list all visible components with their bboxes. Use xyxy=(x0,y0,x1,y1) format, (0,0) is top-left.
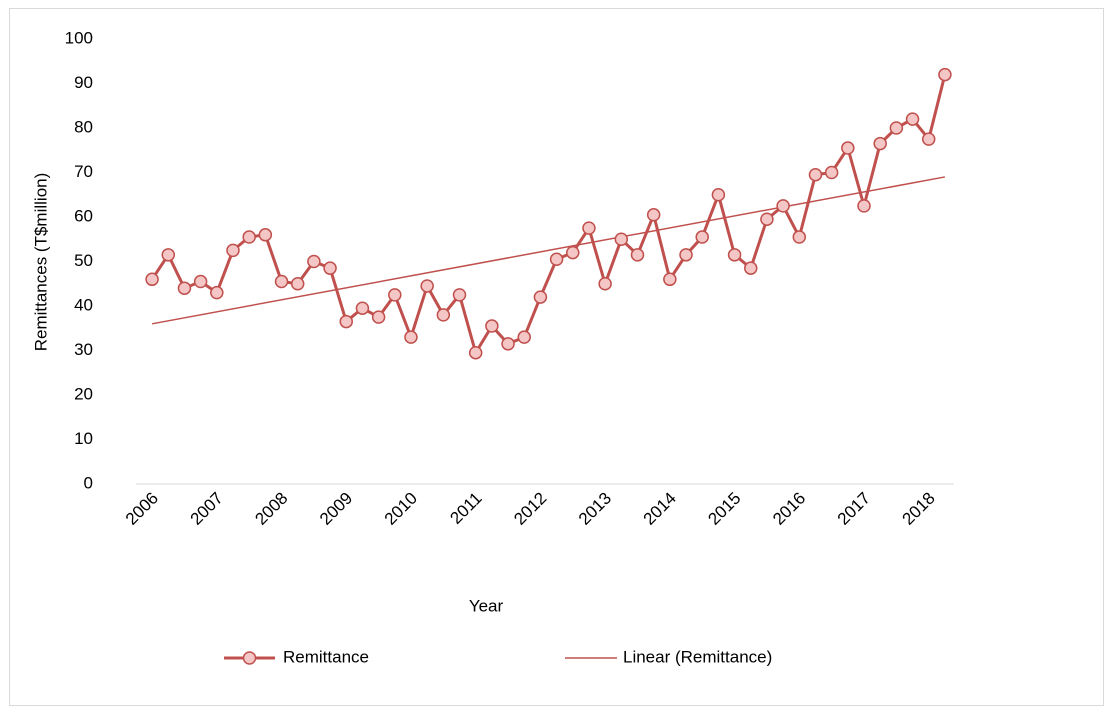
y-tick-label: 50 xyxy=(74,251,93,270)
x-tick-label: 2006 xyxy=(122,489,162,529)
data-point xyxy=(824,165,839,180)
x-tick-label: 2007 xyxy=(187,489,227,529)
data-point xyxy=(646,208,661,222)
data-point xyxy=(468,345,483,360)
data-point xyxy=(501,337,515,351)
data-point xyxy=(145,272,159,287)
legend-marker xyxy=(242,651,257,665)
data-point xyxy=(242,230,256,244)
data-point xyxy=(388,288,402,302)
data-point xyxy=(663,272,677,287)
data-point xyxy=(404,330,418,344)
data-point xyxy=(307,254,321,269)
x-axis-label: Year xyxy=(469,596,504,615)
x-tick-label: 2010 xyxy=(381,489,421,529)
data-point xyxy=(452,288,467,302)
data-point xyxy=(339,314,353,329)
chart-frame xyxy=(9,8,1104,706)
data-point xyxy=(711,188,726,202)
data-point xyxy=(695,230,709,244)
y-tick-label: 20 xyxy=(74,384,93,403)
y-tick-label: 100 xyxy=(65,28,93,47)
series-line xyxy=(150,74,947,357)
data-point xyxy=(177,281,192,295)
y-tick-label: 60 xyxy=(74,206,93,225)
data-point xyxy=(323,261,337,275)
data-point xyxy=(258,228,273,242)
data-point xyxy=(760,212,774,226)
y-axis-label: Remittances (T$million) xyxy=(31,173,50,352)
data-point xyxy=(420,279,434,293)
data-point xyxy=(792,230,807,244)
data-point xyxy=(905,112,920,126)
legend-label: Linear (Remittance) xyxy=(623,647,772,666)
x-tick-label: 2015 xyxy=(704,489,744,529)
data-point xyxy=(744,261,758,275)
data-point xyxy=(274,274,289,289)
data-point xyxy=(889,121,904,135)
data-point xyxy=(193,274,208,289)
data-point xyxy=(630,248,645,262)
trend-line xyxy=(151,176,946,325)
x-tick-label: 2009 xyxy=(316,489,356,529)
data-point xyxy=(938,67,952,82)
data-point xyxy=(161,248,176,262)
y-tick-label: 0 xyxy=(84,473,93,492)
y-tick-label: 70 xyxy=(74,162,93,181)
data-point xyxy=(614,232,629,246)
data-point xyxy=(727,248,742,262)
x-tick-label: 2018 xyxy=(899,489,939,529)
data-point xyxy=(226,243,240,258)
legend-label: Remittance xyxy=(283,647,369,666)
y-tick-label: 10 xyxy=(74,429,93,448)
data-point xyxy=(210,285,224,300)
y-tick-label: 30 xyxy=(74,340,93,359)
data-point xyxy=(873,136,887,151)
data-point xyxy=(857,199,871,213)
data-point xyxy=(533,290,548,304)
x-tick-label: 2011 xyxy=(446,489,485,528)
data-point xyxy=(485,319,499,333)
data-point xyxy=(355,301,370,315)
data-point xyxy=(598,277,612,291)
data-point xyxy=(679,248,693,262)
data-point xyxy=(566,245,580,260)
x-tick-label: 2017 xyxy=(834,489,874,529)
x-tick-label: 2012 xyxy=(510,489,550,529)
data-point xyxy=(290,277,305,291)
data-point xyxy=(776,199,790,213)
data-point xyxy=(436,308,451,322)
y-tick-label: 80 xyxy=(74,117,93,136)
y-tick-label: 40 xyxy=(74,295,93,314)
data-point xyxy=(808,167,823,182)
data-point xyxy=(371,310,386,324)
x-tick-label: 2008 xyxy=(251,489,291,529)
data-point xyxy=(549,252,564,267)
x-tick-label: 2013 xyxy=(575,489,615,529)
x-tick-label: 2016 xyxy=(769,489,809,529)
data-point xyxy=(921,132,936,146)
x-tick-label: 2014 xyxy=(640,489,680,529)
y-tick-label: 90 xyxy=(74,73,93,92)
data-point xyxy=(841,141,855,155)
data-point xyxy=(582,221,596,235)
data-point xyxy=(517,330,531,344)
